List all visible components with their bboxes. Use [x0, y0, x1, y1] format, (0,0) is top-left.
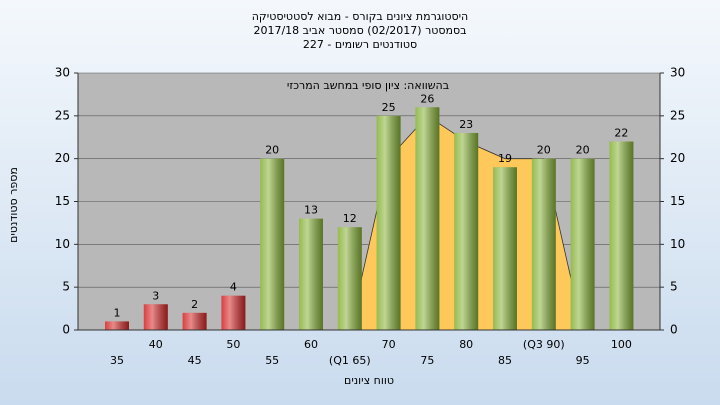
y-tick-label: 25 — [55, 108, 70, 122]
bar-shade — [609, 141, 634, 330]
value-label: 26 — [420, 92, 434, 105]
bar-shade — [337, 227, 362, 330]
y-tick-label: 0 — [62, 323, 70, 337]
x-tick-label: 45 — [188, 354, 202, 367]
x-tick-label: 50 — [226, 338, 240, 351]
x-tick-label: 100 — [611, 338, 632, 351]
y-tick-label: 5 — [62, 280, 70, 294]
value-label: 1 — [114, 306, 121, 319]
y2-tick-label: 25 — [670, 108, 685, 122]
x-tick-label: 80 — [459, 338, 473, 351]
x-tick-label: (Q1 65) — [329, 354, 371, 367]
x-tick-label: 85 — [498, 354, 512, 367]
value-label: 20 — [265, 144, 279, 157]
y2-tick-label: 15 — [670, 194, 685, 208]
chart-title: היסטוגרמת ציונים בקורס - מבוא לסטטיסטיקה — [252, 10, 468, 23]
x-tick-label: 55 — [265, 354, 279, 367]
x-tick-label: 40 — [149, 338, 163, 351]
bar-shade — [570, 158, 595, 330]
y2-tick-label: 0 — [670, 323, 678, 337]
bar-shade — [143, 304, 168, 330]
bar-shade — [182, 312, 207, 330]
bar-shade — [299, 218, 323, 330]
y-tick-label: 20 — [55, 151, 70, 165]
x-tick-label: (Q3 90) — [523, 338, 565, 351]
value-label: 23 — [459, 118, 473, 131]
y2-tick-label: 20 — [670, 151, 685, 165]
bar-shade — [105, 321, 129, 330]
bar-shade — [493, 167, 517, 330]
value-label: 19 — [498, 152, 512, 165]
x-tick-label: 60 — [304, 338, 318, 351]
x-axis-label: טווח ציונים — [344, 374, 394, 387]
bar-shade — [376, 115, 401, 330]
x-tick-label: 95 — [576, 354, 590, 367]
x-tick-label: 70 — [382, 338, 396, 351]
value-label: 2 — [191, 298, 198, 311]
y2-tick-label: 30 — [670, 66, 685, 80]
bar-shade — [454, 132, 479, 330]
value-label: 12 — [343, 212, 357, 225]
bar-shade — [531, 158, 556, 330]
value-label: 3 — [152, 289, 159, 302]
x-tick-label: 35 — [110, 354, 124, 367]
value-label: 20 — [576, 144, 590, 157]
chart-subtitle: סטודנטים רשומים - 227 — [303, 38, 417, 51]
value-label: 4 — [230, 281, 237, 294]
annotation: בהשוואה: ציון סופי במחשב המרכזי — [287, 79, 449, 92]
y-axis-label: מספר סטודנטים — [7, 167, 20, 243]
chart-subtitle: בסמסטר (02/2017) סמסטר אביב 2017/18 — [253, 24, 466, 37]
bar-shade — [415, 107, 440, 331]
bar-shade — [221, 295, 246, 330]
value-label: 13 — [304, 204, 318, 217]
value-label: 20 — [537, 144, 551, 157]
x-tick-label: 75 — [420, 354, 434, 367]
value-label: 25 — [382, 101, 396, 114]
y-tick-label: 15 — [55, 194, 70, 208]
value-label: 22 — [614, 127, 628, 140]
y2-tick-label: 10 — [670, 237, 685, 251]
y-tick-label: 10 — [55, 237, 70, 251]
y2-tick-label: 5 — [670, 280, 678, 294]
y-tick-label: 30 — [55, 66, 70, 80]
bar-shade — [260, 158, 285, 330]
